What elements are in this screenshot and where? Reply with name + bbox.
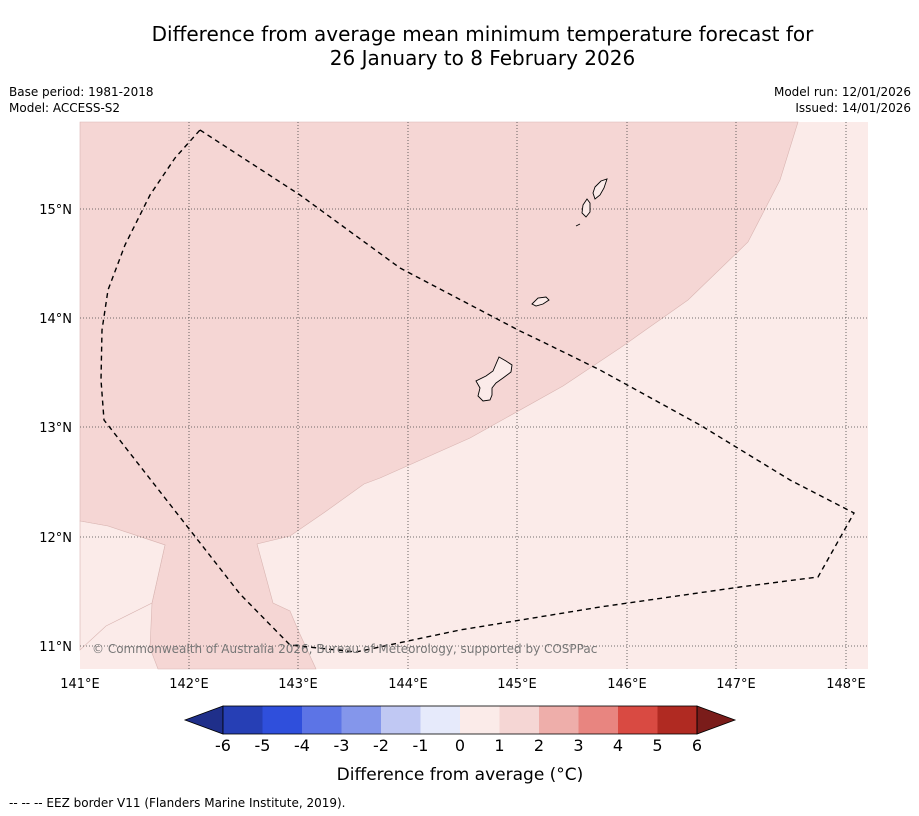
colorbar: -6 -5 -4 -3 -2 -1 0 1 2 3 4 5 6 bbox=[183, 705, 737, 755]
colorbar-segment bbox=[618, 706, 658, 734]
colorbar-tick-label: 4 bbox=[613, 736, 623, 755]
colorbar-tick-label: -3 bbox=[334, 736, 350, 755]
islands bbox=[475, 178, 608, 402]
lon-label-141: 141°E bbox=[60, 677, 100, 692]
issued-date: Issued: 14/01/2026 bbox=[795, 101, 911, 115]
meta-left: Base period: 1981-2018 Model: ACCESS-S2 bbox=[9, 84, 154, 116]
colorbar-segment bbox=[657, 706, 697, 734]
colorbar-segment bbox=[420, 706, 460, 734]
colorbar-segment bbox=[262, 706, 302, 734]
island-saipan bbox=[592, 178, 608, 200]
colorbar-tick-label: -1 bbox=[413, 736, 429, 755]
model-run: Model run: 12/01/2026 bbox=[773, 85, 911, 99]
colorbar-tick-label: -2 bbox=[373, 736, 389, 755]
colorbar-segment bbox=[499, 706, 539, 734]
colorbar-tick-label: -4 bbox=[294, 736, 310, 755]
lat-label-12: 12°N bbox=[39, 531, 72, 546]
colorbar-tick-label: 0 bbox=[455, 736, 465, 755]
lon-labels: 141°E 142°E 143°E 144°E 145°E 146°E 147°… bbox=[60, 677, 866, 692]
lat-label-11: 11°N bbox=[39, 640, 72, 655]
colorbar-segment bbox=[460, 706, 500, 734]
lon-label-146: 146°E bbox=[607, 677, 647, 692]
island-tinian bbox=[581, 198, 591, 218]
lat-labels: 15°N 14°N 13°N 12°N 11°N bbox=[39, 203, 72, 655]
colorbar-segment bbox=[223, 706, 263, 734]
eez-border bbox=[100, 129, 855, 653]
lon-label-143: 143°E bbox=[278, 677, 318, 692]
region-anomaly-0-1-west bbox=[79, 520, 166, 651]
title-line-1: Difference from average mean minimum tem… bbox=[151, 22, 814, 46]
footnote-eez-source: -- -- -- EEZ border V11 (Flanders Marine… bbox=[9, 796, 346, 810]
lon-label-144: 144°E bbox=[388, 677, 428, 692]
island-aguijan bbox=[575, 223, 581, 227]
colorbar-segment bbox=[302, 706, 342, 734]
lat-label-14: 14°N bbox=[39, 312, 72, 327]
model-name: Model: ACCESS-S2 bbox=[9, 101, 121, 115]
lat-label-15: 15°N bbox=[39, 203, 72, 218]
colorbar-segment bbox=[341, 706, 381, 734]
title-line-2: 26 January to 8 February 2026 bbox=[329, 46, 636, 70]
island-guam bbox=[475, 356, 513, 402]
colorbar-outline bbox=[222, 705, 698, 735]
colorbar-segment bbox=[539, 706, 579, 734]
colorbar-tick-label: 3 bbox=[573, 736, 583, 755]
lon-label-148: 148°E bbox=[826, 677, 866, 692]
lon-label-142: 142°E bbox=[169, 677, 209, 692]
colorbar-segment bbox=[578, 706, 618, 734]
colorbar-arrow-low bbox=[183, 705, 224, 735]
lat-label-13: 13°N bbox=[39, 421, 72, 436]
colorbar-label: Difference from average (°C) bbox=[337, 765, 584, 785]
colorbar-segment bbox=[381, 706, 421, 734]
colorbar-tick-label: -6 bbox=[215, 736, 231, 755]
colorbar-tick-label: 6 bbox=[692, 736, 702, 755]
map-panel: © Commonwealth of Australia 2026, Bureau… bbox=[79, 121, 868, 670]
colorbar-arrow-high bbox=[696, 705, 737, 735]
lon-label-145: 145°E bbox=[497, 677, 537, 692]
gridlines bbox=[80, 122, 868, 669]
island-rota bbox=[531, 296, 550, 307]
colorbar-tick-label: 1 bbox=[494, 736, 504, 755]
colorbar-tick-label: -5 bbox=[255, 736, 271, 755]
colorbar-tick-label: 5 bbox=[652, 736, 662, 755]
chart-title: Difference from average mean minimum tem… bbox=[0, 22, 919, 70]
lon-label-147: 147°E bbox=[716, 677, 756, 692]
meta-right: Model run: 12/01/2026 Issued: 14/01/2026 bbox=[774, 84, 911, 116]
copyright-text: © Commonwealth of Australia 2026, Bureau… bbox=[92, 642, 597, 656]
base-period: Base period: 1981-2018 bbox=[9, 85, 154, 99]
colorbar-tick-label: 2 bbox=[534, 736, 544, 755]
